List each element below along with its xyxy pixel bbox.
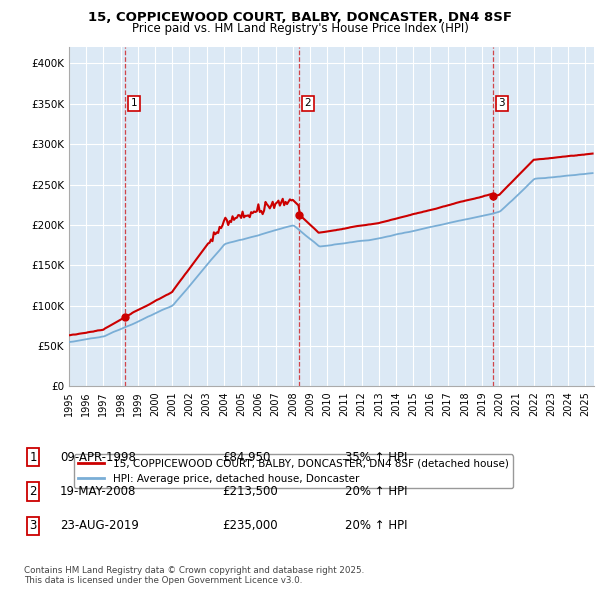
Text: 19-MAY-2008: 19-MAY-2008 [60, 485, 136, 498]
Text: 1: 1 [29, 451, 37, 464]
Text: 2: 2 [304, 98, 311, 108]
Text: 3: 3 [29, 519, 37, 532]
Text: 09-APR-1998: 09-APR-1998 [60, 451, 136, 464]
Text: 2: 2 [29, 485, 37, 498]
Text: 23-AUG-2019: 23-AUG-2019 [60, 519, 139, 532]
Text: £84,950: £84,950 [222, 451, 271, 464]
Text: Contains HM Land Registry data © Crown copyright and database right 2025.
This d: Contains HM Land Registry data © Crown c… [24, 566, 364, 585]
Text: 3: 3 [499, 98, 505, 108]
Text: 35% ↑ HPI: 35% ↑ HPI [345, 451, 407, 464]
Text: 20% ↑ HPI: 20% ↑ HPI [345, 485, 407, 498]
Legend: 15, COPPICEWOOD COURT, BALBY, DONCASTER, DN4 8SF (detached house), HPI: Average : 15, COPPICEWOOD COURT, BALBY, DONCASTER,… [74, 454, 513, 488]
Text: 15, COPPICEWOOD COURT, BALBY, DONCASTER, DN4 8SF: 15, COPPICEWOOD COURT, BALBY, DONCASTER,… [88, 11, 512, 24]
Text: 1: 1 [131, 98, 137, 108]
Text: £235,000: £235,000 [222, 519, 278, 532]
Text: Price paid vs. HM Land Registry's House Price Index (HPI): Price paid vs. HM Land Registry's House … [131, 22, 469, 35]
Text: 20% ↑ HPI: 20% ↑ HPI [345, 519, 407, 532]
Text: £213,500: £213,500 [222, 485, 278, 498]
